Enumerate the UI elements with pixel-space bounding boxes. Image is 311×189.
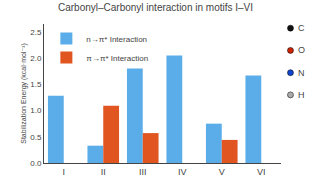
svg-text:V: V <box>219 167 225 177</box>
svg-text:C: C <box>298 23 305 33</box>
svg-text:IV: IV <box>178 167 187 177</box>
svg-text:H: H <box>298 90 305 100</box>
svg-text:1.5: 1.5 <box>30 80 42 89</box>
svg-text:II: II <box>101 167 106 177</box>
svg-text:I: I <box>62 167 65 177</box>
svg-text:1.0: 1.0 <box>30 106 42 115</box>
svg-text:III: III <box>139 167 147 177</box>
svg-text:Carbonyl–Carbonyl interaction: Carbonyl–Carbonyl interaction in motifs … <box>58 2 253 13</box>
svg-text:n→π* Interaction: n→π* Interaction <box>86 35 147 44</box>
svg-text:2.0: 2.0 <box>30 54 42 63</box>
svg-text:VI: VI <box>257 167 266 177</box>
svg-text:π→π* Interaction: π→π* Interaction <box>86 54 148 63</box>
svg-text:0.0: 0.0 <box>30 159 42 168</box>
svg-text:N: N <box>298 68 305 78</box>
svg-text:O: O <box>298 45 305 55</box>
svg-text:2.5: 2.5 <box>30 28 42 37</box>
svg-text:Stabilization Energy (kcal·mol: Stabilization Energy (kcal·mol⁻¹) <box>20 43 28 144</box>
svg-text:0.5: 0.5 <box>30 133 42 142</box>
